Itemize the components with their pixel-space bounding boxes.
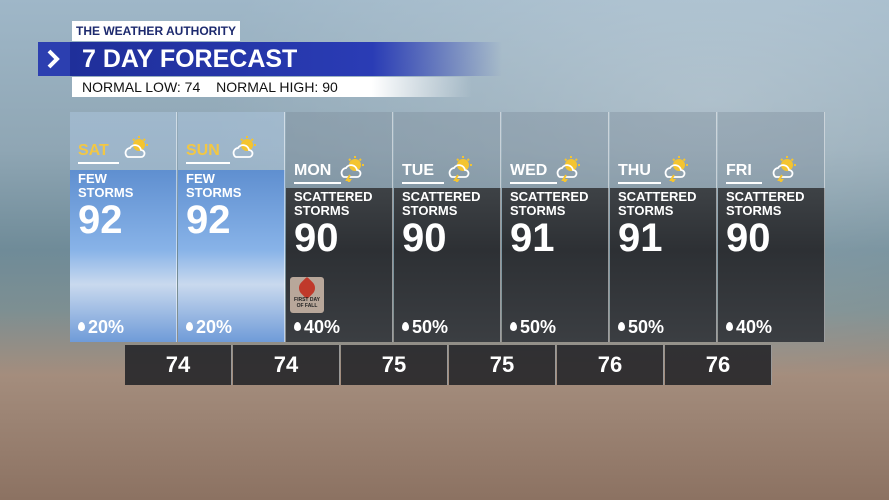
raindrop: [186, 322, 193, 331]
weather-icon: [230, 136, 258, 167]
low-temp: 76: [557, 345, 664, 385]
normal-high: NORMAL HIGH: 90: [216, 79, 338, 95]
day-column: WED SCATTERED STORMS 91 50%: [502, 112, 609, 342]
condition-line: SCATTERED: [294, 189, 373, 204]
precip-chance: 40%: [736, 317, 773, 337]
condition-line: SCATTERED: [510, 189, 589, 204]
day-label: THU: [618, 162, 661, 184]
precip-chance: 40%: [304, 317, 341, 337]
weather-icon: [338, 156, 366, 187]
condition: SCATTERED STORMS: [402, 190, 480, 218]
day-label: TUE: [402, 162, 444, 184]
day-label: MON: [294, 162, 342, 184]
high-temp: 90: [294, 216, 339, 260]
day-column: TUE SCATTERED STORMS 90 50%: [394, 112, 501, 342]
condition: SCATTERED STORMS: [510, 190, 588, 218]
condition-line: STORMS: [510, 203, 566, 218]
weather-icon: [770, 156, 798, 187]
title: 7 DAY FORECAST: [70, 42, 502, 76]
condition-line: STORMS: [294, 203, 350, 218]
condition: SCATTERED STORMS: [726, 190, 804, 218]
high-temp: 92: [78, 198, 123, 242]
day-label: FRI: [726, 162, 762, 184]
high-temp: 92: [186, 198, 231, 242]
condition-line: SCATTERED: [726, 189, 805, 204]
day-column: SUN FEW STORMS 92 20%: [178, 112, 285, 342]
condition-line: STORMS: [618, 203, 674, 218]
raindrop: [402, 322, 409, 331]
condition-line: STORMS: [402, 203, 458, 218]
raindrop: [294, 322, 301, 331]
condition-line: FEW: [78, 171, 107, 186]
low-temp: 75: [449, 345, 556, 385]
raindrop: [510, 322, 517, 331]
day-column: MON SCATTERED STORMS 90 FIRST DAY OF FALL 40%: [286, 112, 393, 342]
high-temp: 91: [618, 216, 663, 260]
low-temp: 74: [125, 345, 232, 385]
weather-icon: [122, 136, 150, 167]
condition: SCATTERED STORMS: [294, 190, 372, 218]
badge-line: OF FALL: [296, 303, 318, 309]
chevron-box: [38, 42, 70, 76]
high-temp: 90: [402, 216, 447, 260]
weather-icon: [554, 156, 582, 187]
normal-low: NORMAL LOW: 74: [82, 79, 201, 95]
condition-line: STORMS: [186, 185, 242, 200]
weather-icon: [446, 156, 474, 187]
low-temp: 75: [341, 345, 448, 385]
condition-line: FEW: [186, 171, 215, 186]
condition: SCATTERED STORMS: [618, 190, 696, 218]
low-temp: 74: [233, 345, 340, 385]
day-column: SAT FEW STORMS 92 20%: [70, 112, 177, 342]
high-temp: 91: [510, 216, 555, 260]
day-column: THU SCATTERED STORMS 91 50%: [610, 112, 717, 342]
condition-line: SCATTERED: [402, 189, 481, 204]
low-temp: 76: [665, 345, 772, 385]
high-temp: 90: [726, 216, 771, 260]
raindrop: [726, 322, 733, 331]
day-label-gold: SAT: [78, 142, 119, 164]
condition: FEW STORMS: [78, 172, 133, 200]
precip-chance: 50%: [520, 317, 557, 337]
raindrop: [618, 322, 625, 331]
precip-chance: 50%: [628, 317, 665, 337]
precip-chance: 50%: [412, 317, 449, 337]
raindrop: [78, 322, 85, 331]
weather-icon: [662, 156, 690, 187]
leaf: [295, 276, 319, 300]
normals: NORMAL LOW: 74 NORMAL HIGH: 90: [72, 77, 472, 97]
precip-chance: 20%: [196, 317, 233, 337]
condition: FEW STORMS: [186, 172, 241, 200]
day-label: WED: [510, 162, 558, 184]
day-column: FRI SCATTERED STORMS 90 40%: [718, 112, 825, 342]
condition-line: STORMS: [78, 185, 134, 200]
badge-line: FIRST DAY: [294, 297, 320, 303]
precip-chance: 20%: [88, 317, 125, 337]
day-label-gold: SUN: [186, 142, 230, 164]
condition-line: SCATTERED: [618, 189, 697, 204]
condition-line: STORMS: [726, 203, 782, 218]
fall-badge: FIRST DAY OF FALL: [290, 276, 324, 313]
brand: THE WEATHER AUTHORITY: [72, 21, 240, 41]
